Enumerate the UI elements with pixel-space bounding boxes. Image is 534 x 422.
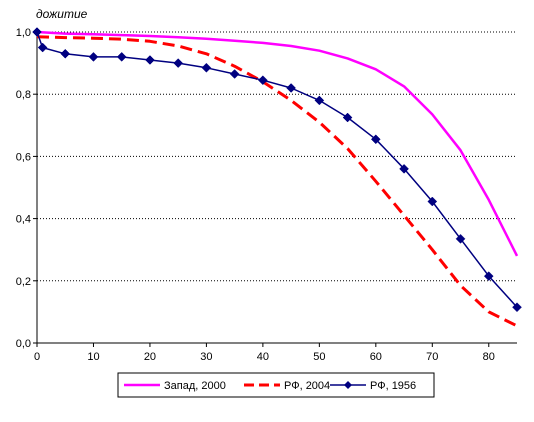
- series-group: [32, 27, 522, 328]
- series-point: [427, 196, 438, 207]
- series-point: [88, 52, 99, 62]
- series-point: [258, 75, 268, 86]
- grid-lines: [37, 31, 517, 282]
- legend-label-3: РФ, 1956: [370, 380, 416, 392]
- x-tick-label: 40: [257, 351, 269, 363]
- x-tick-label: 60: [370, 351, 382, 363]
- y-axis-label: дожитие: [36, 7, 88, 21]
- series-point: [370, 134, 381, 145]
- series-point: [173, 58, 184, 68]
- x-tick-label: 70: [426, 351, 438, 363]
- x-tick-label: 10: [87, 351, 99, 363]
- y-tick-label: 0,2: [16, 276, 31, 288]
- series-line-2: [36, 35, 518, 328]
- series-point: [32, 27, 42, 37]
- series-point: [483, 271, 494, 281]
- series-point: [342, 112, 353, 123]
- series-point: [201, 62, 212, 73]
- legend: Запад, 2000 РФ, 2004 РФ, 1956: [117, 372, 435, 398]
- y-tick-label: 0,6: [16, 151, 31, 163]
- y-tick-label: 0,4: [16, 214, 31, 226]
- series-point: [314, 95, 325, 106]
- series-point: [229, 69, 240, 79]
- series-point: [145, 55, 155, 65]
- y-tick-label: 0,0: [16, 338, 31, 350]
- series-point: [37, 42, 48, 53]
- legend-label-1: Запад, 2000: [164, 380, 226, 392]
- series-point: [455, 233, 466, 244]
- series-point: [512, 302, 522, 313]
- axes: 0,0 0,2 0,4 0,6 0,8 1,0 0 10 20 30 40 50 60 70 80: [16, 27, 517, 363]
- series-point: [60, 48, 71, 59]
- x-tick-label: 20: [144, 351, 156, 363]
- series-line-1: [36, 30, 519, 257]
- x-tick-label: 30: [200, 351, 212, 363]
- y-tick-label: 0,8: [16, 89, 31, 101]
- x-tick-label: 50: [313, 351, 325, 363]
- series-point: [286, 83, 296, 93]
- legend-label-2: РФ, 2004: [284, 380, 330, 392]
- y-tick-label: 1,0: [16, 27, 31, 39]
- x-tick-label: 0: [34, 351, 40, 363]
- series-point: [116, 52, 127, 62]
- series-point: [399, 163, 409, 174]
- legend-marker: [344, 381, 352, 389]
- x-tick-label: 80: [483, 351, 495, 363]
